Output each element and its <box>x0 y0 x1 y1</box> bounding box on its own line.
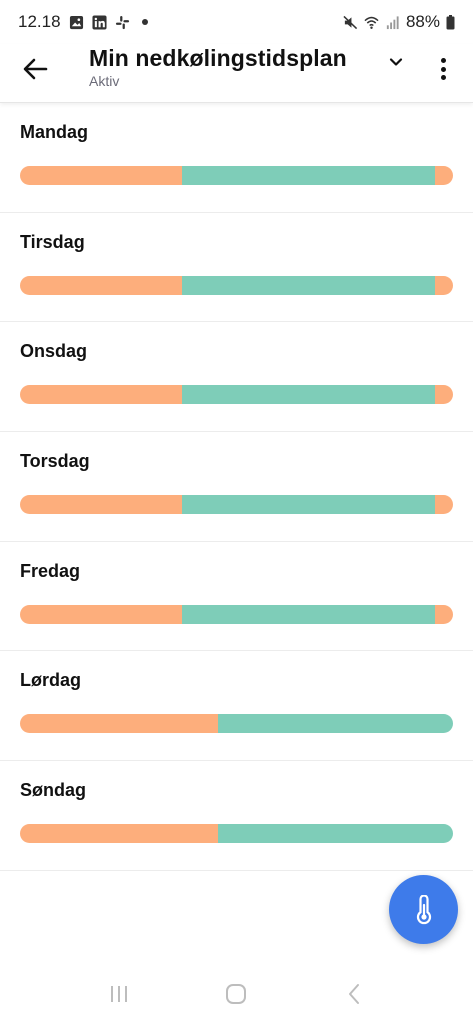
warm-period-segment <box>434 495 453 515</box>
day-row[interactable]: Onsdag <box>0 322 473 433</box>
day-label: Onsdag <box>20 341 88 362</box>
day-label: Mandag <box>20 122 89 142</box>
page-title: Min nedkølingstidsplan <box>89 45 347 71</box>
schedule-bar <box>20 495 453 515</box>
title-block[interactable]: Min nedkølingstidsplan Aktiv <box>89 44 347 89</box>
warm-period-segment <box>434 604 453 624</box>
home-button[interactable] <box>216 974 256 1014</box>
back-nav-icon <box>349 984 360 1004</box>
status-bar: 12.18 88% <box>0 0 473 44</box>
warm-period-segment <box>434 275 453 295</box>
back-button[interactable] <box>20 54 50 84</box>
day-schedule-list: Mandag Tirsdag Onsdag Torsdag Fredag Lørdag Sø… <box>0 103 473 871</box>
cooling-period-segment <box>218 824 453 844</box>
day-label: Søndag <box>20 780 86 801</box>
warm-period-segment <box>20 824 219 844</box>
app-bar: Min nedkølingstidsplan Aktiv <box>0 44 473 103</box>
back-nav-button[interactable] <box>334 974 374 1014</box>
schedule-bar <box>20 275 453 295</box>
battery-icon <box>446 14 455 29</box>
notification-dot-icon <box>141 19 148 25</box>
more-vert-dot <box>440 66 446 72</box>
schedule-bar <box>20 714 453 734</box>
warm-period-segment <box>434 166 453 185</box>
day-row[interactable]: Mandag <box>0 103 473 213</box>
day-label: Tirsdag <box>20 231 85 252</box>
schedule-bar <box>20 385 453 405</box>
cooling-period-segment <box>182 495 435 515</box>
more-options-button[interactable] <box>432 54 454 84</box>
warm-period-segment <box>434 385 453 405</box>
back-arrow-icon <box>23 58 48 80</box>
clock: 12.18 <box>18 12 61 31</box>
cooling-period-segment <box>182 166 435 185</box>
status-bar-right: 88% <box>343 12 455 32</box>
schedule-bar <box>20 824 453 844</box>
slack-icon <box>115 15 129 29</box>
mute-icon <box>343 15 358 29</box>
warm-period-segment <box>20 495 183 515</box>
wifi-icon <box>364 16 379 29</box>
battery-percent: 88% <box>405 12 440 31</box>
signal-icon <box>386 15 399 29</box>
day-row[interactable]: Torsdag <box>0 432 473 542</box>
gallery-icon <box>69 15 83 29</box>
thermostat-fab-button[interactable] <box>389 875 458 944</box>
chevron-down-icon[interactable] <box>386 52 406 72</box>
thermometer-icon <box>416 894 431 924</box>
day-row[interactable]: Søndag <box>0 761 473 871</box>
cooling-period-segment <box>182 385 435 405</box>
warm-period-segment <box>20 385 183 405</box>
day-label: Lørdag <box>20 670 81 691</box>
warm-period-segment <box>20 166 183 185</box>
cooling-period-segment <box>182 275 435 295</box>
schedule-bar <box>20 604 453 624</box>
day-label: Fredag <box>20 560 81 581</box>
day-row[interactable]: Lørdag <box>0 651 473 762</box>
recent-apps-button[interactable] <box>99 974 139 1014</box>
cooling-period-segment <box>218 714 453 734</box>
cooling-period-segment <box>182 604 435 624</box>
schedule-bar <box>20 166 453 185</box>
warm-period-segment <box>20 714 219 734</box>
warm-period-segment <box>20 604 183 624</box>
recent-apps-icon <box>110 986 127 1002</box>
status-bar-left: 12.18 <box>18 12 148 32</box>
day-row[interactable]: Tirsdag <box>0 213 473 323</box>
more-vert-icon <box>440 58 446 63</box>
schedule-status: Aktiv <box>89 73 120 89</box>
day-label: Torsdag <box>20 451 90 472</box>
warm-period-segment <box>20 275 183 295</box>
home-icon <box>226 984 247 1004</box>
system-navigation-bar <box>0 964 473 1024</box>
linkedin-icon <box>92 14 107 30</box>
more-vert-dot <box>440 75 446 80</box>
day-row[interactable]: Fredag <box>0 542 473 652</box>
